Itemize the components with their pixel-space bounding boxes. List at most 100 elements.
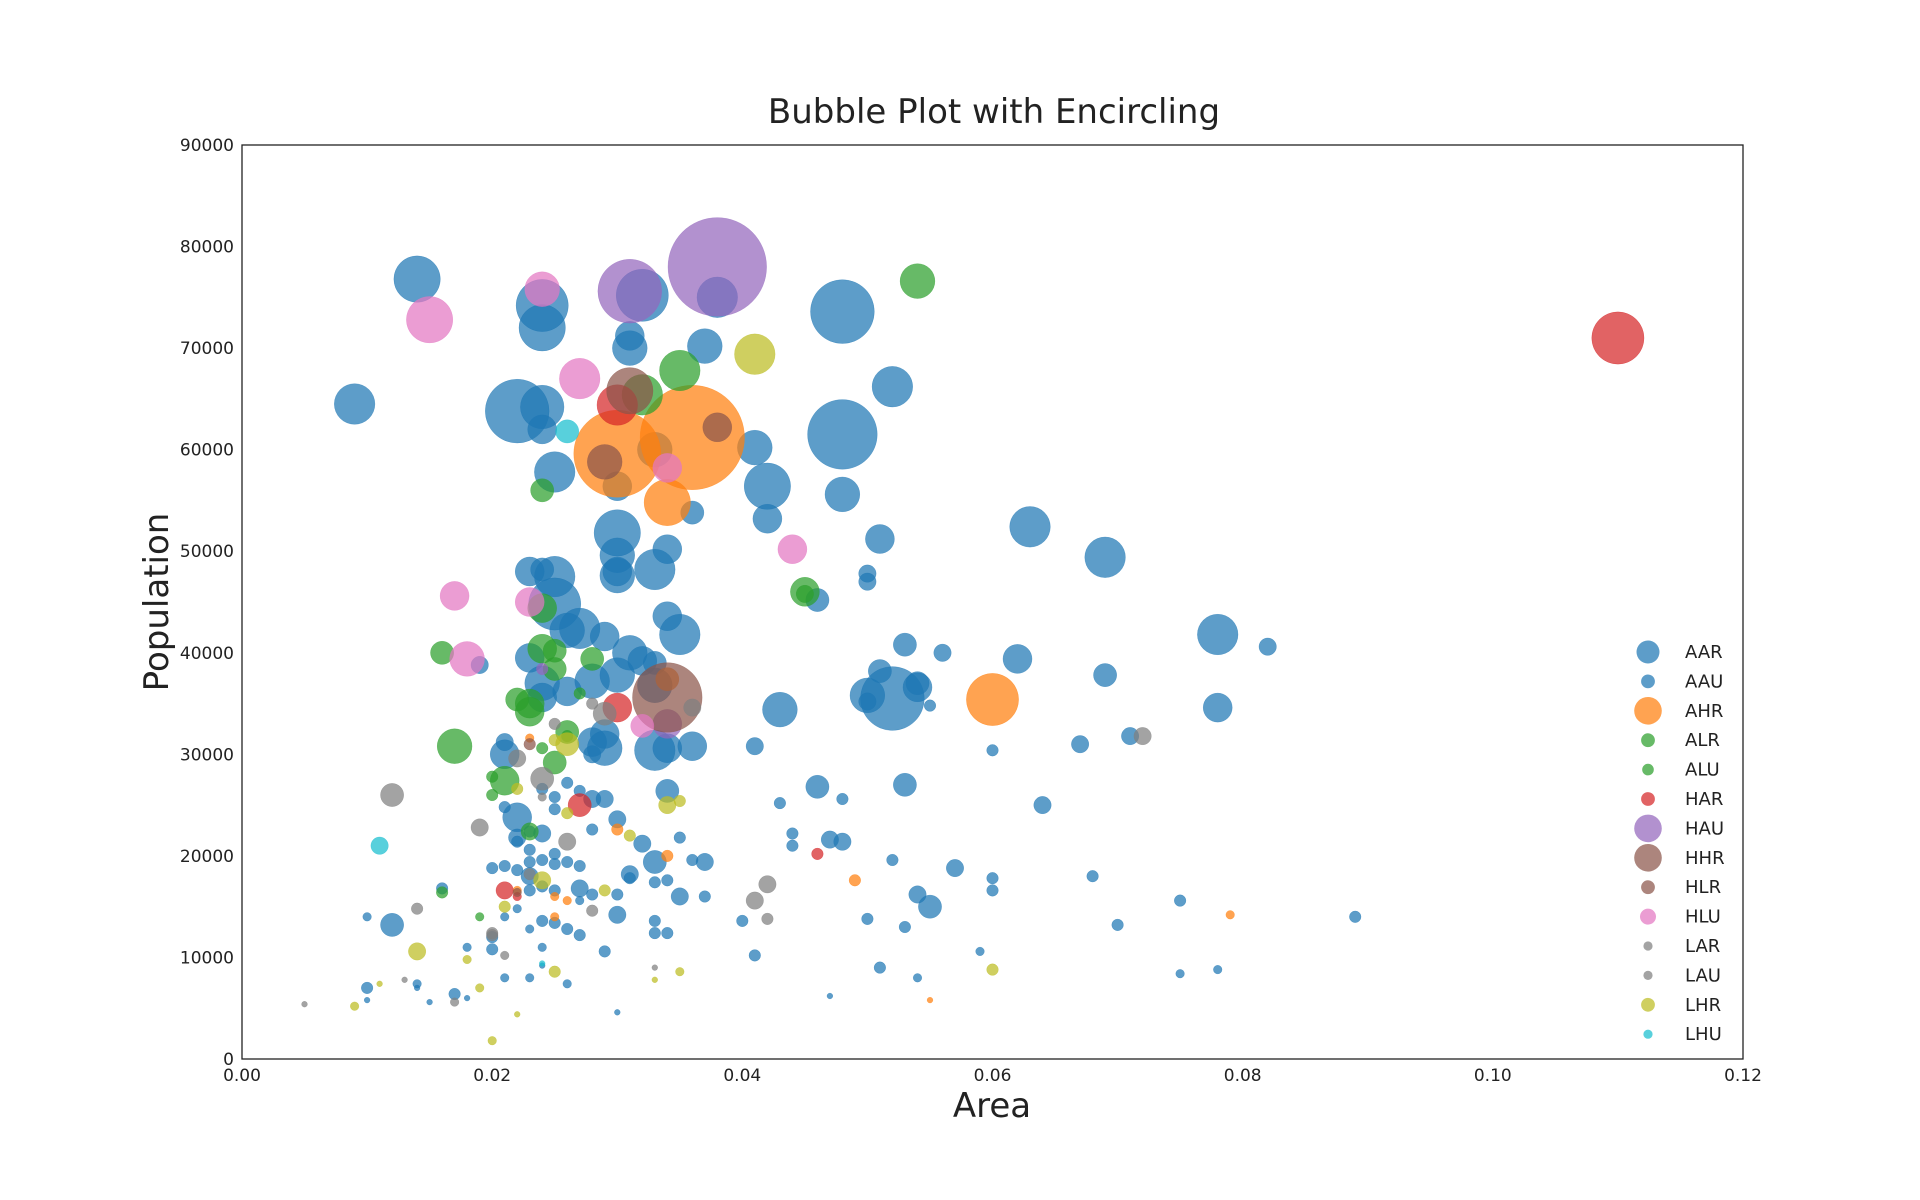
point-aar-52 — [752, 503, 783, 534]
legend-label-hlr: HLR — [1685, 877, 1721, 898]
point-hlu-0 — [406, 296, 454, 344]
legend-marker-lau — [1643, 970, 1653, 981]
point-aau-52 — [583, 745, 602, 764]
chart-title: Bubble Plot with Encircling — [768, 92, 1220, 132]
point-lar-12 — [411, 902, 424, 915]
point-aau-101 — [986, 872, 999, 885]
point-aar-43 — [659, 613, 701, 656]
point-aau-97 — [933, 643, 952, 662]
point-aau-1 — [361, 981, 374, 994]
point-aau-61 — [614, 1009, 621, 1016]
point-aau-4 — [413, 984, 421, 992]
y-tick-label: 40000 — [180, 644, 234, 664]
point-aau-106 — [1111, 918, 1124, 931]
point-alr-13 — [514, 696, 545, 727]
point-aau-110 — [1213, 965, 1223, 975]
point-aau-92 — [893, 772, 917, 797]
point-alu-1 — [475, 912, 485, 922]
point-aau-99 — [975, 946, 985, 956]
point-aau-95 — [912, 973, 923, 983]
point-aau-22 — [512, 904, 522, 914]
point-aau-55 — [586, 888, 599, 901]
legend-marker-lar — [1643, 941, 1653, 951]
point-hlu-4 — [777, 534, 808, 564]
point-ahr-6 — [611, 823, 624, 836]
point-aau-109 — [1175, 969, 1185, 979]
point-ahr-14 — [926, 996, 934, 1004]
point-aau-70 — [661, 927, 674, 940]
point-hhr-2 — [587, 444, 623, 480]
point-aar-48 — [687, 328, 723, 364]
legend-marker-aau — [1641, 674, 1655, 689]
point-aar-60 — [865, 524, 895, 554]
point-aau-91 — [886, 853, 899, 867]
point-aau-5 — [426, 998, 433, 1006]
point-aau-81 — [786, 839, 799, 852]
point-aau-11 — [486, 862, 499, 875]
point-aar-70 — [1084, 536, 1126, 578]
point-lhr-4 — [533, 871, 552, 890]
legend-label-lar: LAR — [1685, 936, 1720, 957]
point-lar-16 — [450, 997, 460, 1007]
point-aau-24 — [523, 843, 536, 856]
point-aau-63 — [623, 872, 636, 885]
point-aau-103 — [1033, 796, 1052, 815]
point-aau-20 — [511, 835, 524, 848]
point-lhu-2 — [539, 960, 546, 967]
point-aau-65 — [642, 850, 667, 874]
point-lau-6 — [486, 929, 499, 942]
point-aau-9 — [462, 942, 472, 952]
point-har-3 — [567, 793, 592, 817]
point-aau-112 — [1349, 910, 1362, 923]
point-hau-3 — [536, 662, 549, 676]
point-lhr-0 — [734, 333, 776, 375]
legend-label-lhr: LHR — [1685, 995, 1721, 1016]
point-aau-48 — [573, 859, 586, 873]
point-alr-0 — [899, 263, 936, 299]
point-lhr-16 — [514, 1011, 521, 1018]
point-lau-1 — [401, 976, 408, 983]
point-aau-18 — [500, 973, 510, 983]
point-alr-19 — [520, 822, 539, 841]
point-hlu-5 — [439, 581, 470, 611]
point-lhr-18 — [651, 976, 658, 983]
legend-marker-ahr — [1634, 697, 1662, 725]
point-ahr-10 — [550, 891, 560, 902]
point-aau-67 — [648, 914, 661, 927]
point-aau-105 — [1086, 870, 1099, 883]
point-hlu-1 — [524, 271, 560, 307]
point-alr-3 — [530, 478, 555, 503]
point-aau-104 — [1071, 735, 1090, 754]
point-har-4 — [495, 881, 514, 900]
point-aar-64 — [893, 632, 917, 657]
point-ahr-12 — [550, 912, 560, 922]
point-aar-62 — [871, 366, 913, 408]
point-lar-14 — [586, 904, 599, 917]
point-lar-6 — [592, 701, 617, 726]
point-ahr-13 — [1225, 910, 1235, 920]
point-aau-40 — [548, 857, 561, 871]
point-aar-68 — [1009, 506, 1051, 548]
point-aau-83 — [826, 992, 834, 1000]
point-aar-55 — [805, 774, 830, 799]
y-axis-ticks: 0 10000 20000 30000 40000 50000 60000 70000 8000… — [180, 136, 234, 1070]
x-axis-label: Area — [953, 1086, 1031, 1126]
point-aau-78 — [748, 949, 761, 962]
point-hlr-1 — [512, 887, 522, 897]
point-hau-0 — [667, 217, 767, 317]
point-hlu-7 — [449, 641, 485, 677]
legend-marker-hlu — [1640, 908, 1656, 925]
point-aar-47 — [677, 731, 708, 761]
point-aau-45 — [561, 922, 574, 936]
point-aau-13 — [486, 943, 499, 956]
point-aau-94 — [908, 885, 927, 904]
point-lar-13 — [523, 868, 536, 881]
point-lhr-17 — [548, 965, 561, 978]
point-aau-15 — [498, 801, 511, 814]
point-aau-17 — [500, 912, 510, 922]
point-aau-46 — [562, 979, 572, 989]
point-aau-29 — [525, 973, 535, 983]
point-aau-2 — [363, 996, 371, 1004]
point-lar-2 — [558, 832, 577, 851]
